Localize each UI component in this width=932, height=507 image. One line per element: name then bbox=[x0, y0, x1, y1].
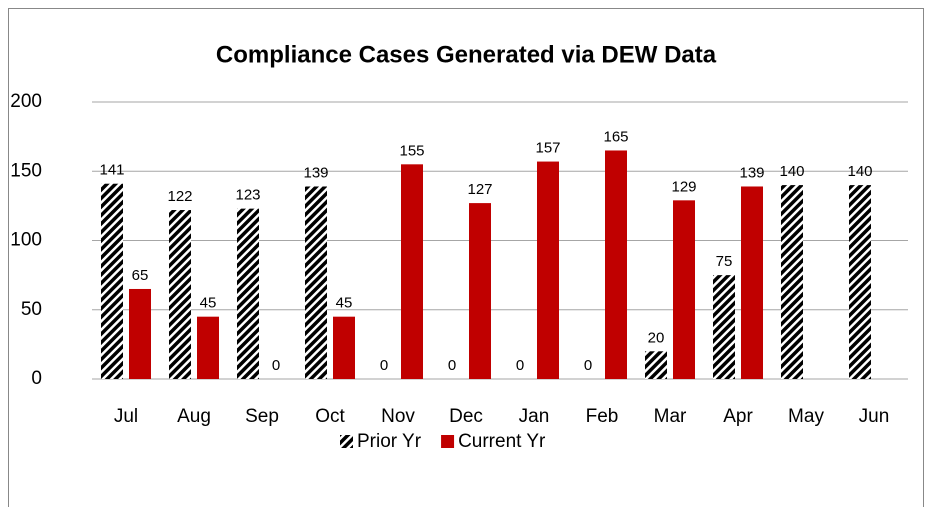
bar bbox=[781, 185, 803, 379]
value-label: 165 bbox=[603, 128, 628, 145]
value-label: 122 bbox=[167, 188, 192, 205]
value-label: 139 bbox=[739, 164, 764, 181]
bar bbox=[197, 316, 219, 379]
x-tick-label: Jul bbox=[114, 406, 138, 427]
value-label: 45 bbox=[336, 295, 353, 312]
legend-swatch bbox=[441, 435, 455, 448]
x-tick-label: Mar bbox=[654, 406, 687, 427]
y-tick-label: 150 bbox=[10, 160, 42, 181]
value-label: 139 bbox=[303, 164, 328, 181]
value-label: 20 bbox=[648, 329, 665, 346]
chart-title: Compliance Cases Generated via DEW Data bbox=[216, 41, 717, 68]
value-label: 140 bbox=[847, 163, 872, 180]
legend-swatch bbox=[340, 435, 353, 448]
value-label: 65 bbox=[132, 267, 149, 284]
x-tick-label: Apr bbox=[723, 406, 753, 427]
bar bbox=[645, 351, 667, 379]
bar bbox=[469, 203, 491, 379]
bar bbox=[537, 161, 559, 379]
value-label: 155 bbox=[399, 142, 424, 159]
x-tick-label: Sep bbox=[245, 406, 279, 427]
value-label: 0 bbox=[448, 357, 456, 374]
value-label: 129 bbox=[671, 178, 696, 195]
bar bbox=[401, 164, 423, 379]
x-tick-label: Jan bbox=[519, 406, 550, 427]
y-tick-label: 100 bbox=[10, 230, 42, 251]
y-tick-label: 0 bbox=[31, 368, 42, 389]
value-label: 75 bbox=[716, 253, 733, 270]
bar bbox=[305, 186, 327, 379]
x-tick-label: Dec bbox=[449, 406, 483, 427]
value-label: 140 bbox=[779, 163, 804, 180]
bar bbox=[129, 288, 151, 379]
x-tick-label: Jun bbox=[859, 406, 890, 427]
value-label: 0 bbox=[272, 357, 280, 374]
value-label: 127 bbox=[467, 181, 492, 198]
legend-label: Current Yr bbox=[458, 431, 546, 452]
chart-frame bbox=[8, 8, 924, 507]
y-tick-label: 200 bbox=[10, 91, 42, 112]
value-label: 0 bbox=[584, 357, 592, 374]
x-tick-label: May bbox=[788, 406, 824, 427]
bar bbox=[713, 275, 735, 379]
x-tick-label: Aug bbox=[177, 406, 211, 427]
value-label: 141 bbox=[99, 162, 124, 179]
value-label: 123 bbox=[235, 187, 260, 204]
bar bbox=[673, 200, 695, 379]
bar bbox=[101, 183, 123, 379]
bar bbox=[333, 316, 355, 379]
x-tick-label: Nov bbox=[381, 406, 415, 427]
bar bbox=[169, 210, 191, 379]
bar bbox=[237, 208, 259, 379]
value-label: 45 bbox=[200, 295, 217, 312]
bar bbox=[605, 150, 627, 379]
value-label: 157 bbox=[535, 140, 560, 157]
legend-label: Prior Yr bbox=[357, 431, 422, 452]
bar bbox=[741, 186, 763, 379]
value-label: 0 bbox=[516, 357, 524, 374]
bar bbox=[849, 185, 871, 379]
value-label: 0 bbox=[380, 357, 388, 374]
x-tick-label: Oct bbox=[315, 406, 345, 427]
y-tick-label: 50 bbox=[21, 299, 42, 320]
x-tick-label: Feb bbox=[586, 406, 619, 427]
